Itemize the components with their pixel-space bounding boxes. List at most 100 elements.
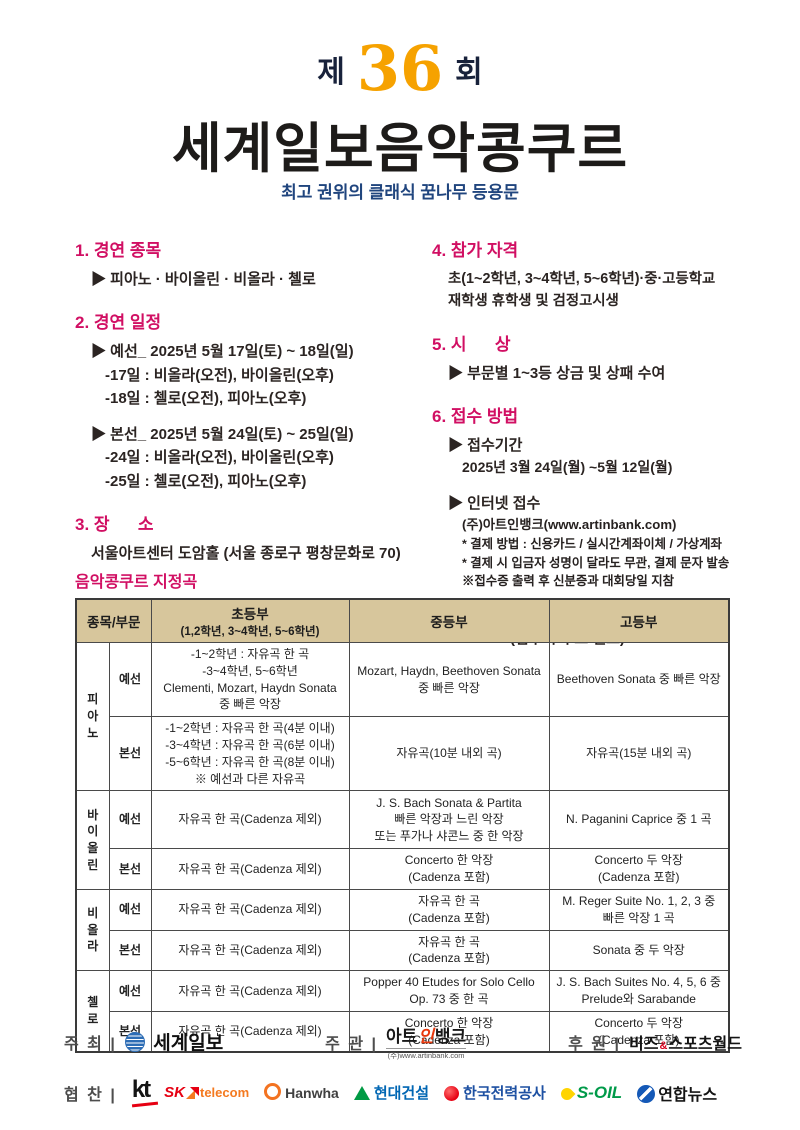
organizer-label: 주 관 | — [325, 1035, 378, 1053]
cell-viola-prelim-high: M. Reger Suite No. 1, 2, 3 중 빠른 악장 1 곡 — [548, 888, 730, 931]
categories-line: ▶ 피아노 · 바이올린 · 비올라 · 첼로 — [91, 271, 316, 288]
hyundai-wordmark: 현대건설 — [373, 1085, 430, 1102]
artinbank-part2: 인 — [418, 1027, 434, 1046]
biz-part2: 스포츠월드 — [668, 1035, 742, 1053]
section-application-title: 6. 접수 방법 — [432, 406, 519, 426]
round-suffix: 회 — [455, 56, 483, 89]
sk-telecom-logo: SK telecom — [164, 1084, 249, 1102]
eligibility-line2: 재학생 휴학생 및 검정고시생 — [448, 293, 619, 310]
cell-violin-prelim-middle: J. S. Bach Sonata & Partita 빠른 악장과 느린 악장… — [348, 790, 550, 850]
header-middle: 중등부 — [348, 598, 550, 643]
application-site[interactable]: (주)아트인뱅크(www.artinbank.com) — [462, 517, 677, 533]
cell-piano-prelim-elementary: -1~2학년 : 자유곡 한 곡 -3~4학년, 5~6학년 Clementi,… — [150, 641, 350, 718]
application-payment-methods: * 결제 방법 : 신용카드 / 실시간계좌이체 / 가상계좌 — [462, 536, 722, 551]
supporter-group: 후 원 | 비즈&스포츠월드 — [568, 1030, 742, 1054]
cell-cello-prelim-middle: Popper 40 Etudes for Solo Cello Op. 73 중… — [348, 970, 550, 1012]
soil-flame-icon — [558, 1085, 576, 1102]
host-label: 주 최 | — [64, 1035, 117, 1053]
venue-line: 서울아트센터 도암홀 (서울 종로구 평창문화로 70) — [91, 544, 401, 562]
cell-violin-final-elementary: 자유곡 한 곡(Cadenza 제외) — [150, 848, 350, 890]
stage-viola-final: 본선 — [108, 929, 152, 972]
hanwha-logo: Hanwha — [264, 1082, 339, 1103]
sponsor-label: 협 찬 | — [64, 1086, 117, 1104]
footer: 주 최 | 세계일보 주 관 | 아트인뱅크 (주)www.artinbank.… — [64, 1022, 742, 1108]
row-viola-prelim: 비 올 라 예선 자유곡 한 곡(Cadenza 제외) 자유곡 한 곡 (Ca… — [75, 888, 730, 972]
cell-cello-final-middle: Concerto 한 악장 (Cadenza 포함) — [348, 1010, 550, 1053]
instrument-cello: 첼 로 — [75, 970, 110, 1053]
stage-violin-final: 본선 — [108, 848, 152, 890]
section-venue-title: 3. 장 소 — [75, 514, 154, 534]
supporter-label: 후 원 | — [568, 1035, 621, 1053]
segye-ilbo-logo: 세계일보 — [124, 1028, 224, 1055]
header-high: 고등부 — [548, 598, 730, 643]
row-piano-prelim: 피 아 노 예선 -1~2학년 : 자유곡 한 곡 -3~4학년, 5~6학년 … — [75, 641, 730, 792]
section-eligibility-title: 4. 참가 자격 — [432, 241, 519, 260]
schedule-final-day1: -24일 : 비올라(오전), 바이올린(오후) — [105, 449, 334, 467]
application-period-head: ▶ 접수기간 — [448, 436, 523, 454]
section-schedule: 2. 경연 일정 ▶ 예선_ 2025년 5월 17일(토) ~ 18일(일) … — [75, 308, 425, 493]
cell-viola-final-elementary: 자유곡 한 곡(Cadenza 제외) — [150, 929, 350, 972]
cell-piano-final-elementary: -1~2학년 : 자유곡 한 곡(4분 이내) -3~4학년 : 자유곡 한 곡… — [150, 716, 350, 792]
hyundai-enc-logo: 현대건설 — [353, 1082, 430, 1103]
header-elementary: 초등부 (1,2학년, 3~4학년, 5~6학년) — [150, 598, 350, 643]
host-group: 주 최 | 세계일보 — [64, 1028, 223, 1055]
schedule-prelim-head: ▶ 예선_ 2025년 5월 17일(토) ~ 18일(일) — [91, 343, 354, 361]
schedule-final-day2: -25일 : 첼로(오전), 피아노(오후) — [105, 472, 307, 490]
cell-piano-prelim-high: Beethoven Sonata 중 빠른 악장 — [548, 641, 730, 718]
application-payment-note: * 결제 시 입금자 성명이 달라도 무관, 결제 문자 발송 — [462, 555, 730, 570]
artinbank-part3: 뱅크 — [434, 1027, 467, 1046]
repertoire-table-block: 음악콩쿠르 지정곡 종목/부문 초등부 (1,2학년, 3~4학년, 5~6학년… — [75, 568, 730, 1054]
artinbank-wordmark: 아트인뱅크 — [386, 1027, 466, 1046]
artinbank-part1: 아트 — [385, 1027, 418, 1046]
soil-wordmark: S-OIL — [576, 1082, 623, 1102]
awards-line: ▶ 부문별 1~3등 상금 및 상패 수여 — [448, 364, 666, 382]
stage-viola-prelim: 예선 — [108, 888, 152, 931]
host-name: 세계일보 — [153, 1033, 224, 1054]
application-receipt-note: ※접수증 출력 후 신분증과 대회당일 지참 — [462, 574, 674, 589]
cell-violin-prelim-high: N. Paganini Caprice 중 1 곡 — [548, 790, 730, 850]
sk-butterfly-icon — [186, 1086, 199, 1099]
cell-violin-final-high: Concerto 두 악장 (Cadenza 포함) — [548, 848, 730, 890]
biz-ampersand: & — [659, 1039, 668, 1052]
stage-cello-prelim: 예선 — [108, 970, 152, 1012]
instrument-piano: 피 아 노 — [75, 641, 110, 792]
cell-viola-prelim-middle: 자유곡 한 곡 (Cadenza 포함) — [348, 888, 550, 931]
repertoire-table-title: 음악콩쿠르 지정곡 — [75, 574, 198, 591]
schedule-prelim-day1: -17일 : 비올라(오전), 바이올린(오후) — [105, 366, 334, 384]
row-cello-final: 본선 자유곡 한 곡(Cadenza 제외) Concerto 한 악장 (Ca… — [76, 1010, 730, 1053]
kepco-ball-icon — [444, 1086, 460, 1101]
application-period-dates: 2025년 3월 24일(월) ~5월 12일(월) — [462, 459, 673, 476]
artinbank-logo: 아트인뱅크 (주)www.artinbank.com — [385, 1022, 467, 1061]
info-column-left: 1. 경연 종목 ▶ 피아노 · 바이올린 · 비올라 · 첼로 2. 경연 일… — [75, 236, 425, 582]
sk-wordmark: SK — [164, 1083, 185, 1101]
stage-piano-prelim: 예선 — [108, 641, 152, 718]
instrument-viola: 비 올 라 — [75, 888, 110, 972]
section-categories: 1. 경연 종목 ▶ 피아노 · 바이올린 · 비올라 · 첼로 — [75, 236, 425, 291]
hanwha-ring-icon — [264, 1082, 282, 1100]
kepco-logo: 한국전력공사 — [444, 1082, 546, 1103]
round-prefix: 제 — [317, 56, 345, 89]
round-line: 제 36 회 — [0, 38, 800, 100]
cell-violin-final-middle: Concerto 한 악장 (Cadenza 포함) — [348, 848, 550, 890]
schedule-prelim-day2: -18일 : 첼로(오전), 피아노(오후) — [105, 389, 307, 407]
repertoire-table: 종목/부문 초등부 (1,2학년, 3~4학년, 5~6학년) 중등부 고등부 … — [75, 598, 730, 1054]
kepco-wordmark: 한국전력공사 — [463, 1085, 546, 1102]
artinbank-url: (주)www.artinbank.com — [385, 1048, 467, 1061]
page-subtitle: 최고 권위의 클래식 꿈나무 등용문 — [281, 183, 519, 202]
cell-piano-final-middle: 자유곡(10분 내외 곡) — [348, 716, 550, 792]
eligibility-line1: 초(1~2학년, 3~4학년, 5~6학년)·중·고등학교 — [448, 271, 716, 287]
header-elementary-sub: (1,2학년, 3~4학년, 5~6학년) — [180, 626, 320, 638]
header-category: 종목/부문 — [75, 598, 152, 643]
page-title: 세계일보음악콩쿠르 — [171, 119, 629, 179]
cell-violin-prelim-elementary: 자유곡 한 곡(Cadenza 제외) — [150, 790, 350, 850]
soil-logo: S-OIL — [558, 1082, 623, 1103]
row-cello-prelim: 첼 로 예선 자유곡 한 곡(Cadenza 제외) Popper 40 Etu… — [75, 970, 730, 1053]
kt-wordmark: kt — [131, 1076, 151, 1103]
section-eligibility: 4. 참가 자격 초(1~2학년, 3~4학년, 5~6학년)·중·고등학교 재… — [432, 236, 750, 313]
sk-telecom-text: telecom — [200, 1084, 250, 1100]
footer-organizers-row: 주 최 | 세계일보 주 관 | 아트인뱅크 (주)www.artinbank.… — [64, 1022, 742, 1061]
biz-part1: 비즈 — [628, 1035, 659, 1053]
cell-piano-prelim-middle: Mozart, Haydn, Beethoven Sonata 중 빠른 악장 — [348, 641, 550, 718]
section-schedule-title: 2. 경연 일정 — [75, 313, 162, 333]
